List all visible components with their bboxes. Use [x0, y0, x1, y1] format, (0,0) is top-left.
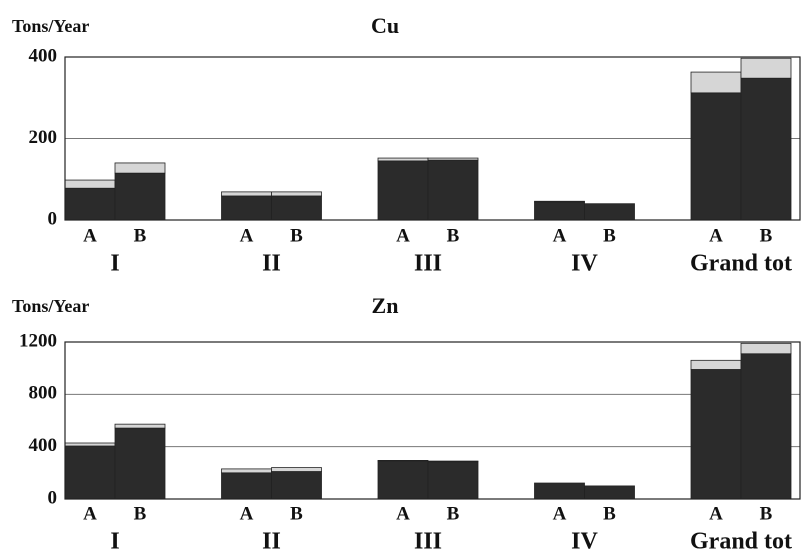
bar-segment [271, 195, 322, 221]
x-tick-label: B [290, 225, 303, 246]
group-label: III [414, 251, 442, 277]
bar-segment [740, 57, 792, 79]
y-tick-label: 0 [48, 208, 58, 229]
x-tick-label: B [760, 503, 773, 524]
bar-segment [377, 157, 429, 162]
bar-segment [427, 157, 479, 161]
x-tick-label: A [83, 225, 97, 246]
bar-segment [271, 471, 322, 500]
bar-segment [427, 461, 479, 500]
bar-segment [584, 203, 635, 221]
bar-segment [377, 460, 429, 462]
bar-segment [221, 191, 272, 197]
x-tick-label: A [553, 225, 567, 246]
x-tick-label: B [447, 225, 460, 246]
plot-frame [64, 341, 801, 500]
x-tick-label: B [447, 503, 460, 524]
bar-segment [221, 468, 272, 474]
x-tick-label: B [290, 503, 303, 524]
x-tick-label: A [396, 225, 410, 246]
bar-segment [64, 445, 116, 500]
group-label: III [414, 529, 442, 553]
bar-segment [584, 485, 635, 500]
group-label: II [262, 529, 281, 553]
y-tick-label: 1200 [19, 330, 57, 351]
bar-segment [534, 482, 585, 500]
bar-segment [534, 200, 585, 203]
bar-segment [271, 467, 322, 472]
bar-segment [271, 191, 322, 197]
group-label: Grand tot [690, 529, 792, 553]
group-label: Grand tot [690, 251, 792, 277]
group-label: II [262, 251, 281, 277]
x-tick-label: A [83, 503, 97, 524]
bar-segment [221, 195, 272, 221]
chart-title: Zn [372, 293, 399, 318]
bar-segment [740, 342, 792, 355]
y-tick-label: 800 [29, 383, 58, 404]
bar-segment [114, 427, 166, 500]
x-tick-label: A [709, 503, 723, 524]
bar-segment [64, 442, 116, 447]
x-tick-label: A [709, 225, 723, 246]
x-tick-label: B [603, 225, 616, 246]
bar-segment [740, 77, 792, 221]
bar-segment [377, 460, 429, 500]
plot-frame [64, 56, 801, 221]
bar-segment [740, 353, 792, 500]
x-tick-label: A [240, 225, 254, 246]
bar-segment [427, 159, 479, 221]
y-tick-label: 400 [29, 45, 58, 66]
bar-segment [690, 71, 742, 94]
y-axis-label: Tons/Year [12, 296, 89, 316]
bar-segment [427, 460, 479, 463]
x-tick-label: A [553, 503, 567, 524]
group-label: I [110, 529, 119, 553]
bar-segment [534, 201, 585, 221]
group-label: IV [571, 529, 598, 553]
x-tick-label: A [240, 503, 254, 524]
bar-segment [114, 162, 166, 174]
bar-segment [64, 179, 116, 189]
x-tick-label: B [134, 225, 147, 246]
bar-segment [64, 187, 116, 221]
y-tick-label: 400 [29, 435, 58, 456]
group-label: IV [571, 251, 598, 277]
bar-segment [690, 369, 742, 500]
x-tick-label: B [603, 503, 616, 524]
y-tick-label: 0 [48, 487, 58, 508]
bar-segment [221, 472, 272, 500]
x-tick-label: A [396, 503, 410, 524]
y-axis-label: Tons/Year [12, 16, 89, 36]
x-tick-label: B [760, 225, 773, 246]
group-label: I [110, 251, 119, 277]
bar-segment [690, 359, 742, 370]
bar-segment [377, 160, 429, 221]
bar-segment [114, 172, 166, 221]
bar-segment [114, 423, 166, 429]
chart-title: Cu [371, 13, 399, 38]
x-tick-label: B [134, 503, 147, 524]
bar-segment [690, 92, 742, 221]
y-tick-label: 200 [29, 127, 58, 148]
